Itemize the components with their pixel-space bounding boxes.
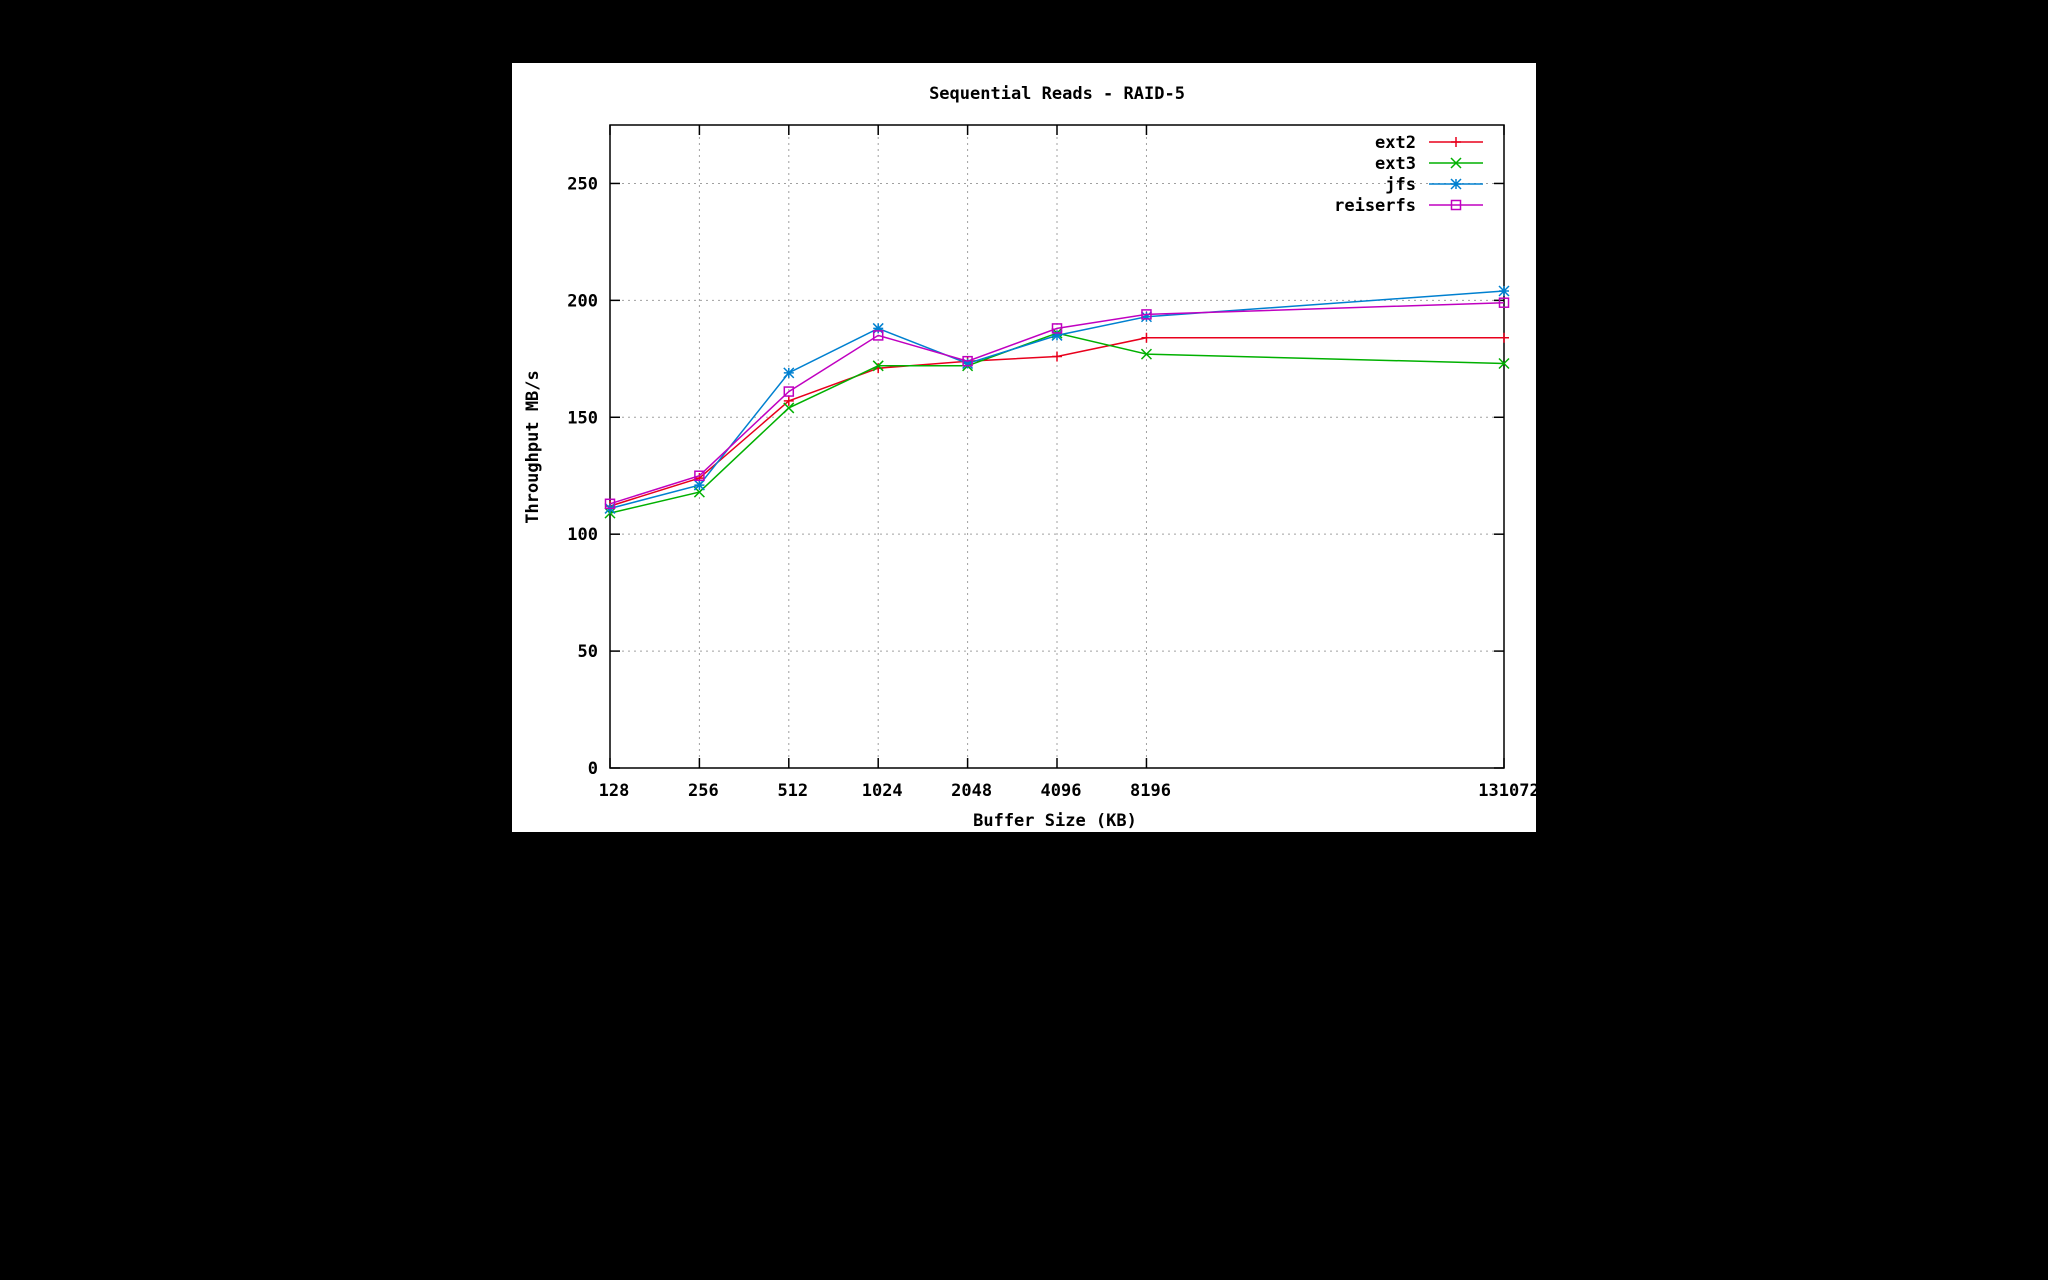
line-chart: 0 50 100 150 200 250 128 256 512 1024 2048 4096 8196… xyxy=(523,84,1536,831)
y-tick-label: 50 xyxy=(578,642,598,662)
series-reiserfs xyxy=(604,297,1510,510)
data-point xyxy=(1140,348,1152,360)
x-axis-label: Buffer Size (KB) xyxy=(973,811,1137,831)
chart-panel: 0 50 100 150 200 250 128 256 512 1024 2048 4096 8196… xyxy=(512,63,1536,832)
data-point xyxy=(1498,285,1510,297)
data-point xyxy=(783,367,795,379)
series-line xyxy=(609,301,1505,505)
data-point xyxy=(1498,297,1510,308)
x-tick-label: 128 xyxy=(599,781,630,801)
x-tick-label: 4096 xyxy=(1041,781,1082,801)
axis-ticks: 0 50 100 150 200 250 128 256 512 1024 2048 4096 8196… xyxy=(567,125,1536,801)
data-point xyxy=(1451,137,1461,147)
x-tick-label: 256 xyxy=(688,781,719,801)
series-layer xyxy=(604,285,1510,519)
legend-label: reiserfs xyxy=(1334,196,1416,216)
y-axis-label: Throughput MB/s xyxy=(523,370,543,524)
data-point xyxy=(962,357,974,370)
data-point xyxy=(1051,323,1063,334)
data-point xyxy=(1450,178,1462,190)
x-tick-label: 1024 xyxy=(862,781,903,801)
x-tick-label: 2048 xyxy=(951,781,992,801)
legend-label: jfs xyxy=(1385,175,1416,195)
data-point xyxy=(962,355,973,367)
data-point xyxy=(1051,329,1063,341)
legend-label: ext3 xyxy=(1375,154,1416,174)
chart-title: Sequential Reads - RAID-5 xyxy=(929,84,1185,104)
series-line xyxy=(609,332,1505,514)
y-tick-label: 100 xyxy=(567,525,598,545)
y-tick-label: 200 xyxy=(567,291,598,311)
data-point xyxy=(1140,311,1152,323)
series-line xyxy=(609,290,1505,510)
x-tick-label: 8196 xyxy=(1130,781,1171,801)
data-point xyxy=(1499,332,1509,343)
data-point xyxy=(1141,309,1152,320)
data-point xyxy=(783,395,794,406)
data-point xyxy=(783,402,795,414)
data-point xyxy=(604,498,616,510)
data-point xyxy=(872,360,884,372)
grid-lines xyxy=(610,125,1504,768)
series-jfs xyxy=(604,285,1510,514)
data-point xyxy=(1141,332,1152,343)
data-point xyxy=(1052,351,1062,362)
y-tick-label: 150 xyxy=(567,408,598,428)
x-tick-label: 131072 xyxy=(1478,781,1536,801)
legend-label: ext2 xyxy=(1375,133,1416,153)
x-tick-label: 512 xyxy=(777,781,808,801)
data-point xyxy=(1498,357,1510,370)
data-point xyxy=(872,330,884,341)
data-point xyxy=(1450,157,1462,169)
y-tick-label: 0 xyxy=(588,759,598,779)
data-point xyxy=(1450,199,1462,211)
data-point xyxy=(693,479,705,491)
data-point xyxy=(694,470,705,481)
data-point xyxy=(872,322,884,334)
y-tick-label: 250 xyxy=(567,174,598,194)
data-point xyxy=(783,386,795,397)
